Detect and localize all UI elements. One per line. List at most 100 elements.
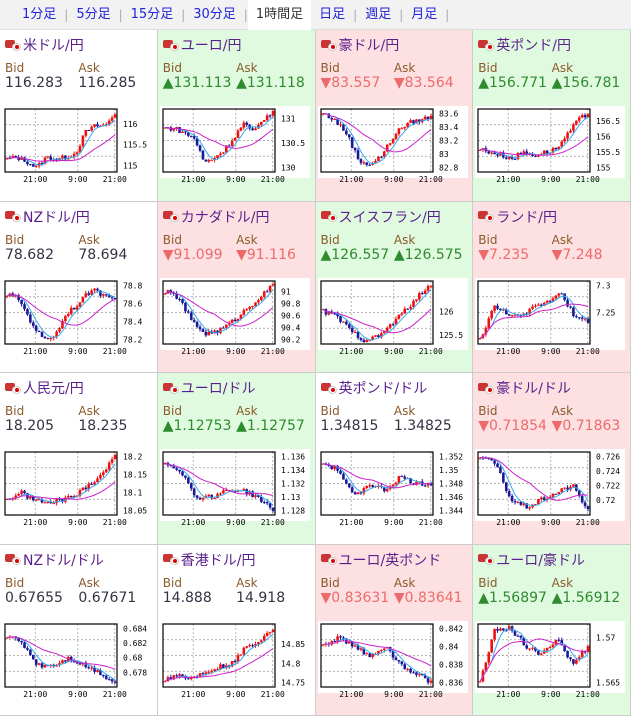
price-chart[interactable]: 0.684 0.682 0.68 0.678 21:00 9:00 21:00 — [2, 620, 152, 713]
candle — [426, 283, 429, 293]
ma-long-line — [479, 303, 589, 339]
tab-7[interactable]: 月足 — [411, 6, 438, 22]
tab-1[interactable]: 5分足 — [76, 6, 111, 22]
candle — [265, 500, 269, 506]
flag-icon — [478, 554, 495, 565]
candle — [356, 147, 359, 161]
price-chart[interactable]: 0.726 0.724 0.722 0.72 21:00 9:00 21:00 — [475, 449, 626, 541]
price-chart[interactable]: 18.2 18.15 18.1 18.05 21:00 9:00 21:00 — [2, 449, 152, 541]
price-chart[interactable]: 14.85 14.8 14.75 21:00 9:00 21:00 — [159, 620, 310, 713]
x-tick-label: 21:00 — [103, 690, 127, 699]
candle — [102, 292, 105, 298]
pair-link[interactable]: 豪ドル/円 — [320, 34, 468, 56]
candle — [531, 646, 535, 650]
candle — [516, 633, 520, 637]
x-tick-label: 21:00 — [181, 175, 205, 184]
candle — [575, 657, 578, 665]
pair-link[interactable]: 香港ドル/円 — [162, 549, 310, 571]
price-chart[interactable]: 1.57 1.565 21:00 9:00 21:00 — [475, 620, 626, 713]
candle — [236, 129, 240, 139]
ma-long-line — [479, 637, 589, 682]
flag-icon — [5, 39, 21, 51]
candle — [540, 652, 543, 656]
pair-link[interactable]: 豪ドル/ドル — [478, 377, 625, 399]
candle — [367, 483, 371, 489]
ask-value: 18.235 — [78, 418, 128, 434]
candle — [569, 128, 573, 134]
candle — [362, 160, 365, 165]
candle — [394, 655, 397, 660]
pair-link[interactable]: スイスフラン/円 — [320, 206, 468, 228]
tab-4[interactable]: 1時間足 — [247, 0, 312, 30]
price-chart[interactable]: 131 130.5 130 21:00 9:00 21:00 — [159, 106, 310, 198]
candle — [490, 309, 494, 320]
price-chart[interactable]: 126 125.5 21:00 9:00 21:00 — [317, 277, 468, 370]
candle — [581, 648, 584, 657]
ma-short-line — [479, 628, 589, 682]
y-tick-label: 131 — [281, 114, 296, 123]
x-tick-label: 21:00 — [181, 347, 205, 356]
candle — [84, 129, 88, 138]
pair-link[interactable]: NZドル/円 — [5, 206, 152, 228]
candle — [344, 478, 348, 485]
candle — [572, 305, 575, 318]
pair-link[interactable]: ユーロ/円 — [162, 34, 310, 56]
pair-link[interactable]: NZドル/ドル — [5, 549, 152, 571]
pair-link[interactable]: カナダドル/円 — [162, 206, 310, 228]
pair-link[interactable]: 人民元/円 — [5, 377, 152, 399]
candle — [353, 147, 356, 153]
candle — [344, 319, 348, 325]
ma-short-line — [322, 637, 431, 679]
y-tick-label: 0.678 — [123, 668, 147, 677]
price-chart[interactable]: 1.136 1.134 1.132 1.13 1.128 21:00 9:00 21:00 — [159, 449, 310, 541]
ma-long-line — [6, 293, 116, 326]
candle — [253, 641, 257, 648]
currency-panel: スイスフラン/円 Bid Ask ▲126.557 ▲126.575 126 125.5… — [315, 201, 474, 373]
candle — [192, 317, 196, 323]
candle — [376, 156, 380, 162]
tab-3[interactable]: 30分足 — [193, 6, 236, 22]
pair-link[interactable]: ユーロ/ドル — [162, 377, 310, 399]
price-chart[interactable]: 156.5 156 155.5 155 21:00 9:00 21:00 — [475, 106, 626, 198]
price-chart[interactable]: 91 90.8 90.6 90.4 90.2 21:00 9:00 21:00 — [159, 277, 310, 370]
candle — [242, 307, 245, 316]
pair-link[interactable]: ユーロ/豪ドル — [478, 549, 625, 571]
pair-link[interactable]: ランド/円 — [478, 206, 625, 228]
ma-short-line — [6, 635, 116, 680]
tab-6[interactable]: 週足 — [365, 6, 392, 22]
candle — [96, 476, 99, 483]
candle — [198, 496, 202, 500]
price-chart[interactable]: 83.6 83.4 83.2 83 82.8 21:00 9:00 21:00 — [317, 106, 468, 198]
candle — [379, 155, 383, 159]
candle — [484, 325, 488, 337]
price-chart[interactable]: 78.8 78.6 78.4 78.2 21:00 9:00 21:00 — [2, 277, 152, 370]
candle — [221, 488, 225, 494]
candle — [242, 646, 245, 656]
pair-link[interactable]: ユーロ/英ポンド — [320, 549, 468, 571]
tab-2[interactable]: 15分足 — [130, 6, 174, 22]
x-tick-label: 9:00 — [384, 347, 403, 356]
x-tick-label: 21:00 — [181, 690, 205, 699]
candle — [186, 476, 190, 485]
y-tick-label: 1.352 — [439, 452, 463, 461]
ask-label: Ask — [393, 575, 416, 590]
bid-value: 116.283 — [5, 75, 63, 91]
candle — [402, 306, 406, 314]
price-chart[interactable]: 116 115.5 115 21:00 9:00 21:00 — [2, 106, 152, 198]
pair-link[interactable]: 英ポンド/円 — [478, 34, 625, 56]
x-tick-label: 21:00 — [496, 690, 520, 699]
price-chart[interactable]: 0.842 0.84 0.838 0.836 21:00 9:00 21:00 — [317, 620, 468, 713]
tab-0[interactable]: 1分足 — [22, 6, 57, 22]
candle — [402, 126, 406, 131]
candle — [566, 485, 570, 493]
price-chart[interactable]: 1.352 1.35 1.348 1.346 1.344 21:00 9:00 21:00 — [317, 449, 468, 541]
candle — [549, 645, 552, 649]
pair-link[interactable]: 英ポンド/ドル — [320, 377, 468, 399]
currency-panel: 香港ドル/円 Bid Ask 14.888 14.918 14.85 14.8 14.75… — [157, 544, 316, 716]
candle — [183, 301, 187, 313]
candle — [581, 493, 584, 504]
price-chart[interactable]: 7.3 7.25 21:00 9:00 21:00 — [475, 277, 626, 370]
pair-link[interactable]: 米ドル/円 — [5, 34, 152, 56]
candle — [397, 313, 400, 320]
tab-5[interactable]: 日足 — [319, 6, 346, 22]
